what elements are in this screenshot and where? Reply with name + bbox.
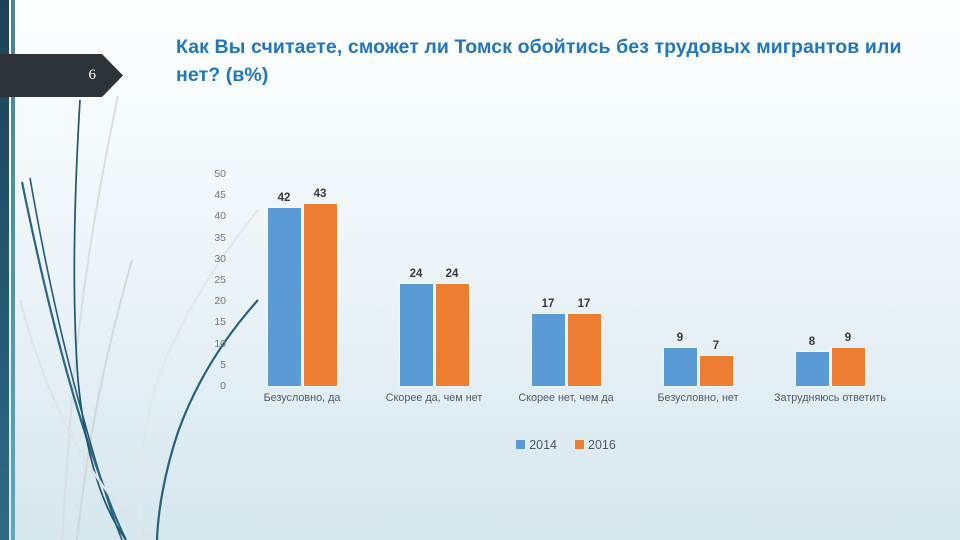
left-edge-stripe-inner — [11, 0, 15, 540]
left-edge-stripe — [0, 0, 9, 540]
x-axis-label: Затрудняюсь ответить — [774, 392, 886, 404]
y-axis-tick: 20 — [214, 295, 226, 308]
bar-2016-2[interactable] — [436, 284, 469, 386]
y-axis-tick: 40 — [214, 210, 226, 223]
y-axis-tick: 45 — [214, 189, 226, 202]
bar-group: 17 17 — [500, 174, 632, 386]
legend-item-2016[interactable]: 2016 — [575, 438, 616, 452]
bar-value-label: 17 — [541, 297, 555, 310]
bar-2016-4[interactable] — [700, 356, 733, 386]
legend-swatch-2016 — [575, 440, 584, 449]
bar-value-label: 9 — [844, 331, 852, 344]
bar-value-label: 17 — [577, 297, 591, 310]
bar-value-label: 24 — [409, 268, 423, 281]
y-axis-tick: 0 — [220, 380, 226, 392]
bar-2016-5[interactable] — [832, 347, 865, 386]
bar-group: 42 43 — [236, 174, 368, 386]
bar-value-label: 42 — [277, 191, 291, 204]
bar-2014-1[interactable] — [268, 207, 301, 386]
bar-2016-3[interactable] — [568, 313, 601, 386]
bar-group: 24 24 — [368, 174, 500, 386]
y-axis: 0 5 10 15 20 25 30 35 40 45 50 — [196, 168, 226, 392]
bar-value-label: 9 — [676, 331, 684, 344]
bar-2014-4[interactable] — [664, 347, 697, 386]
bar-2014-3[interactable] — [532, 313, 565, 386]
y-axis-tick: 10 — [214, 337, 226, 350]
x-axis-label: Безусловно, да — [263, 392, 341, 404]
legend-item-2014[interactable]: 2014 — [516, 438, 557, 452]
page-title: Как Вы считаете, сможет ли Томск обойтис… — [176, 36, 902, 86]
legend-label: 2016 — [588, 438, 616, 452]
y-axis-tick: 25 — [214, 274, 226, 286]
y-axis-tick: 5 — [220, 358, 226, 371]
plot-area: 42 43 24 24 17 17 9 7 8 9 — [236, 174, 896, 386]
y-axis-tick: 35 — [214, 231, 226, 244]
bar-2016-1[interactable] — [304, 203, 337, 386]
chart-legend: 2014 2016 — [236, 438, 896, 452]
slide-number-banner: 6 — [0, 54, 124, 97]
legend-label: 2014 — [529, 438, 557, 452]
bar-value-label: 24 — [445, 268, 459, 281]
x-axis-category-labels: Безусловно, да Скорее да, чем нет Скорее н… — [236, 392, 896, 428]
x-axis-label: Безусловно, нет — [657, 392, 739, 404]
y-axis-tick: 50 — [214, 168, 226, 180]
bar-2014-5[interactable] — [796, 352, 829, 386]
y-axis-tick: 30 — [214, 252, 226, 265]
bar-value-label: 43 — [313, 187, 327, 200]
x-axis-label: Скорее нет, чем да — [518, 392, 614, 404]
bar-chart: 0 5 10 15 20 25 30 35 40 45 50 42 43 24 24 17 17 9 7 8 9 Бе… — [196, 160, 896, 470]
y-axis-tick: 15 — [214, 316, 226, 329]
legend-swatch-2014 — [516, 440, 526, 449]
x-axis-label: Скорее да, чем нет — [385, 392, 483, 404]
bar-2014-2[interactable] — [400, 284, 433, 386]
bar-value-label: 8 — [808, 336, 816, 349]
bar-value-label: 7 — [712, 340, 720, 353]
slide-number: 6 — [88, 67, 97, 83]
